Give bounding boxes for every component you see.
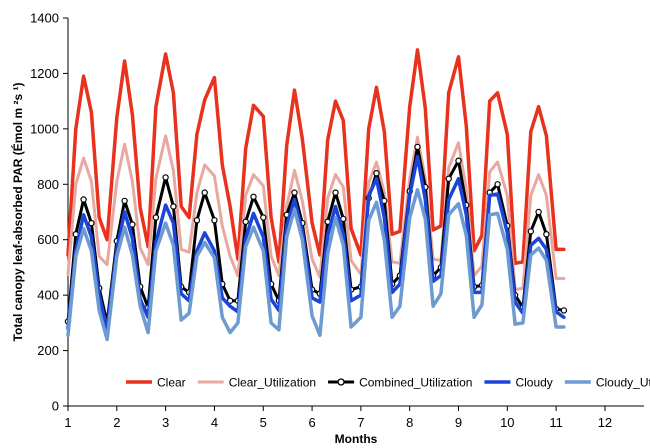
y-tick-label: 1400 bbox=[30, 11, 59, 26]
data-point-combined-utilization bbox=[242, 218, 249, 225]
legend-label-clear: Clear bbox=[157, 376, 186, 390]
data-point-combined-utilization bbox=[193, 217, 201, 224]
series-line-clear bbox=[66, 48, 566, 266]
legend-item-cloudy: Cloudy bbox=[484, 376, 553, 390]
x-tick-label: 12 bbox=[598, 415, 612, 430]
x-tick-label: 2 bbox=[113, 415, 120, 430]
data-point-combined-utilization bbox=[170, 203, 177, 210]
x-tick-label: 4 bbox=[211, 415, 218, 430]
x-tick-label: 11 bbox=[549, 415, 563, 430]
legend-label-clear-utilization: Clear_Utilization bbox=[229, 376, 316, 390]
x-tick-label: 5 bbox=[260, 415, 267, 430]
data-point-combined-utilization bbox=[162, 174, 169, 181]
y-tick-label: 200 bbox=[37, 343, 59, 358]
legend-marker-combined-utilization bbox=[337, 378, 345, 386]
legend-item-combined-utilization: Combined_Utilization bbox=[328, 376, 472, 390]
series-line-cloudy-utilization bbox=[66, 188, 566, 342]
data-point-combined-utilization bbox=[121, 197, 128, 205]
y-tick-label: 0 bbox=[52, 399, 59, 414]
x-tick-label: 1 bbox=[64, 415, 71, 430]
legend-label-combined-utilization: Combined_Utilization bbox=[359, 376, 472, 390]
axes bbox=[67, 18, 644, 407]
legend: Clear Clear_Utilization Combined_Utilizati… bbox=[126, 376, 650, 390]
x-tick-label: 3 bbox=[162, 415, 169, 430]
x-tick-label: 10 bbox=[500, 415, 514, 430]
data-point-combined-utilization bbox=[80, 196, 87, 203]
data-point-combined-utilization bbox=[445, 175, 452, 182]
data-point-combined-utilization bbox=[260, 214, 267, 221]
legend-item-cloudy-utilization: Cloudy_Utilization bbox=[564, 376, 650, 390]
data-point-combined-utilization bbox=[527, 228, 535, 235]
data-point-combined-utilization bbox=[340, 215, 347, 223]
data-point-combined-utilization bbox=[88, 219, 95, 227]
x-tick-label: 8 bbox=[406, 415, 413, 430]
y-tick-label: 1000 bbox=[30, 121, 59, 136]
x-tick-label: 6 bbox=[308, 415, 315, 430]
y-tick-label: 600 bbox=[37, 232, 59, 247]
legend-item-clear: Clear bbox=[126, 376, 186, 390]
data-point-combined-utilization bbox=[535, 208, 542, 216]
x-axis-label: Months bbox=[335, 432, 378, 446]
data-point-combined-utilization bbox=[226, 297, 234, 304]
y-tick-label: 400 bbox=[37, 288, 59, 303]
data-point-combined-utilization bbox=[543, 230, 550, 238]
data-point-combined-utilization bbox=[414, 143, 421, 151]
data-point-combined-utilization bbox=[560, 307, 568, 314]
x-tick-label: 9 bbox=[455, 415, 462, 430]
data-point-combined-utilization bbox=[250, 193, 257, 200]
data-point-combined-utilization bbox=[332, 189, 339, 196]
data-point-combined-utilization bbox=[455, 157, 462, 164]
series-line-clear-utilization bbox=[66, 134, 566, 292]
data-point-combined-utilization bbox=[211, 217, 218, 224]
data-point-combined-utilization bbox=[152, 214, 160, 221]
x-tick-label: 7 bbox=[357, 415, 364, 430]
series-layer bbox=[64, 48, 568, 342]
y-tick-label: 800 bbox=[37, 177, 59, 192]
legend-label-cloudy-utilization: Cloudy_Utilization bbox=[596, 376, 650, 390]
data-point-combined-utilization bbox=[373, 169, 380, 177]
y-axis-label: Total canopy leaf-absorbed PAR (Émol m ²… bbox=[10, 83, 25, 342]
legend-item-clear-utilization: Clear_Utilization bbox=[197, 376, 316, 390]
data-point-combined-utilization bbox=[201, 189, 208, 196]
data-point-combined-utilization bbox=[291, 189, 298, 196]
legend-label-cloudy: Cloudy bbox=[515, 376, 552, 390]
y-tick-label: 1200 bbox=[30, 66, 59, 81]
data-point-combined-utilization bbox=[494, 181, 501, 188]
